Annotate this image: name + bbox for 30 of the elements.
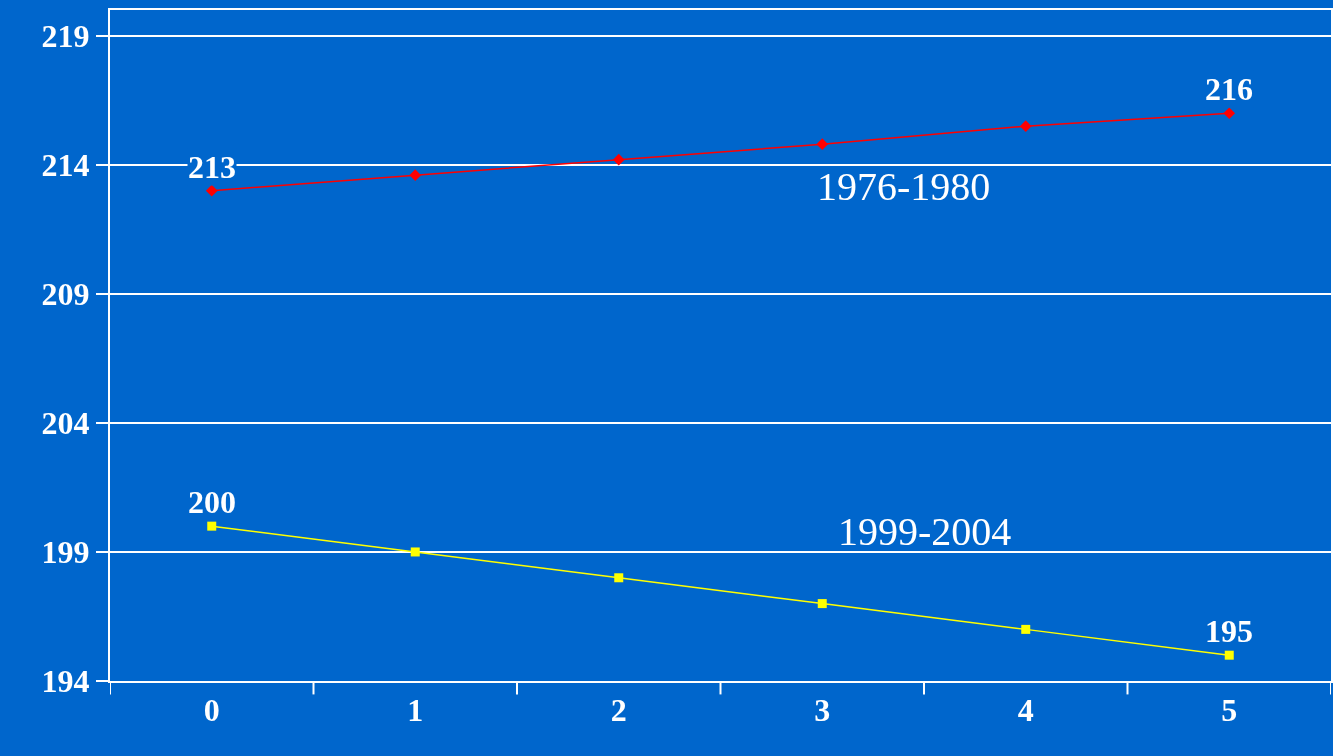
data-label: 216 (1205, 71, 1253, 107)
point (1224, 650, 1234, 660)
x-tick-label: 2 (610, 692, 627, 729)
point (207, 521, 217, 531)
series-label: 1976-1980 (817, 164, 991, 209)
y-tick-label: 209 (41, 276, 90, 313)
x-tick-label: 3 (814, 692, 831, 729)
data-label: 200 (188, 484, 236, 520)
point (1021, 624, 1031, 634)
point (205, 184, 218, 197)
y-tick-label: 219 (41, 18, 90, 55)
data-label: 195 (1205, 613, 1253, 649)
x-tick-label: 5 (1221, 692, 1238, 729)
point (816, 138, 829, 151)
x-tick-label: 0 (203, 692, 220, 729)
point (409, 169, 422, 182)
series-label: 1999-2004 (838, 509, 1012, 554)
point (817, 599, 827, 609)
point (1223, 107, 1236, 120)
x-tick-label: 1 (407, 692, 424, 729)
point (612, 153, 625, 166)
point (410, 547, 420, 557)
y-tick-label: 199 (41, 534, 90, 571)
data-label: 213 (188, 149, 236, 185)
y-tick-label: 204 (41, 405, 90, 442)
point (614, 573, 624, 583)
x-tick-label: 4 (1017, 692, 1034, 729)
y-tick-label: 194 (41, 663, 90, 700)
point (1019, 120, 1032, 132)
y-tick-label: 214 (41, 147, 90, 184)
